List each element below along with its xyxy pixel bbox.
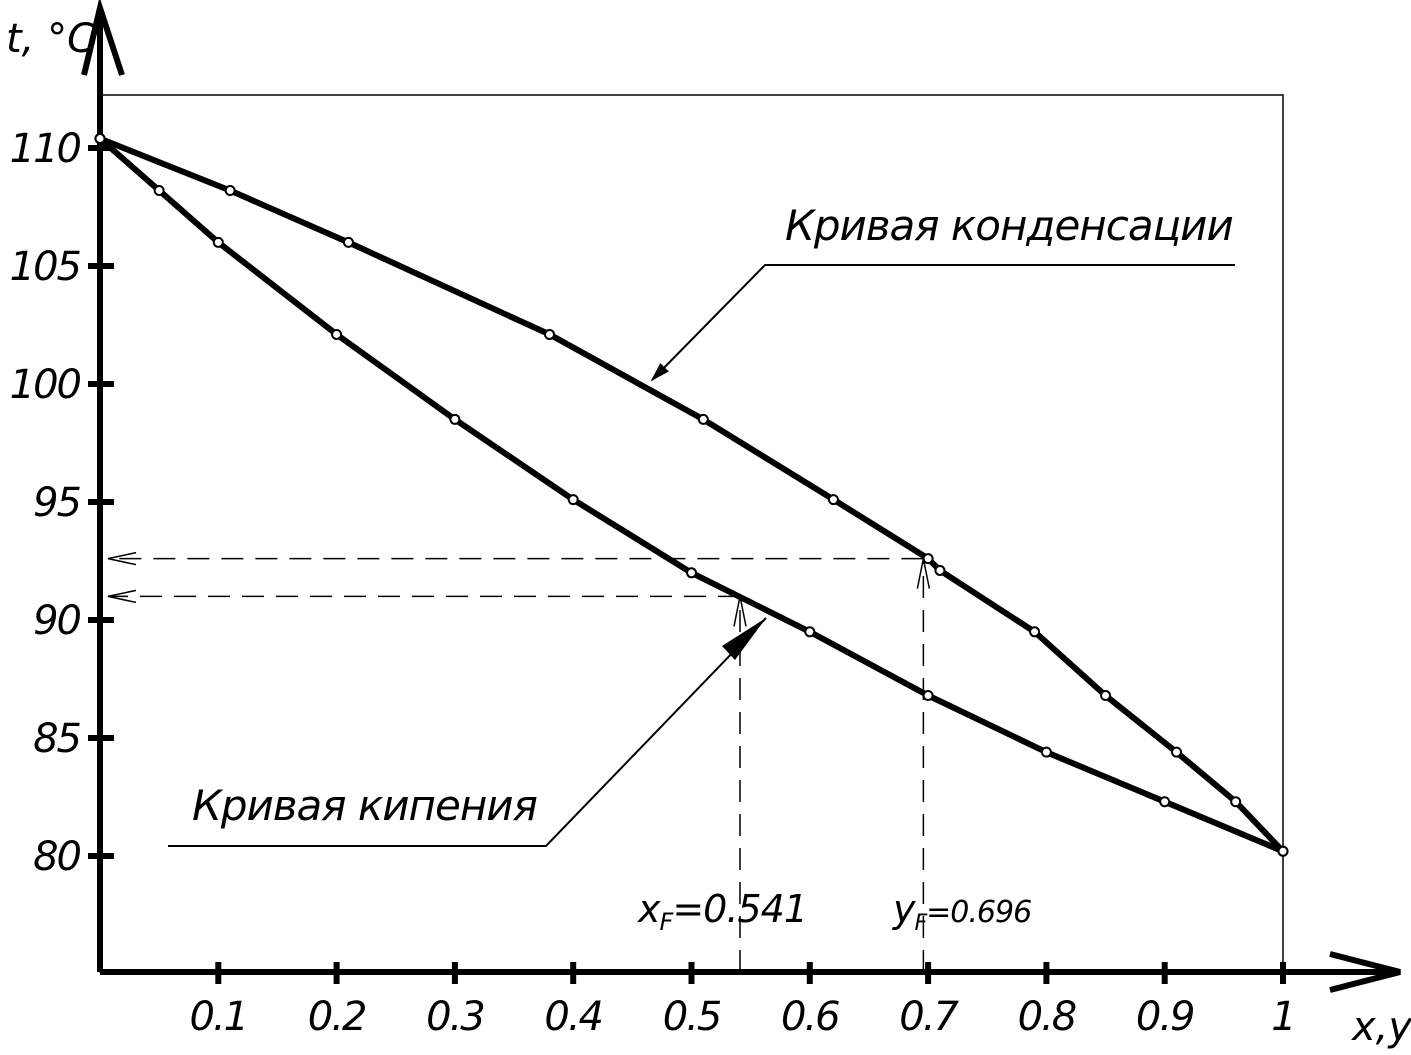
curve-point-marker [331, 328, 343, 340]
x-tick-label: 0.7 [899, 994, 959, 1040]
x-tick-label: 0.4 [544, 994, 602, 1040]
curve-point-marker [686, 567, 697, 579]
y-axis-arrow-icon [81, 0, 125, 76]
curve-point-marker [934, 564, 946, 576]
y-tick-label: 95 [33, 480, 80, 526]
y-tick-label: 105 [10, 244, 81, 290]
y-tick-label: 90 [33, 598, 80, 644]
boiling-curve-label: Кривая кипения [192, 781, 537, 830]
y-tick-label: 100 [10, 362, 81, 408]
x-ticks: 0.1 0.2 0.3 0.4 0.5 0.6 0.7 0.8 0.9 1 [189, 962, 1297, 1040]
y-tick-label: 80 [33, 834, 80, 880]
curve-point-marker [922, 553, 934, 565]
condensation-curve-label: Кривая конденсации [785, 201, 1233, 250]
curve-point-marker [697, 413, 709, 425]
curve-point-marker [804, 626, 816, 638]
curve-point-marker [1159, 796, 1171, 808]
boiling-leader-line [168, 617, 767, 847]
curve-point-marker [342, 236, 354, 248]
curve-point-marker [224, 184, 236, 196]
x-tick-label: 1 [1271, 994, 1294, 1040]
curve-point-marker [1040, 746, 1052, 758]
curve-point-marker [1029, 626, 1041, 638]
x-axis-title: x,y [1350, 1004, 1411, 1050]
x-tick-label: 0.5 [663, 994, 721, 1040]
curve-point-marker [1277, 845, 1289, 857]
x-tick-label: 0.9 [1136, 994, 1194, 1040]
curve-point-marker [449, 413, 461, 425]
x-tick-label: 0.6 [781, 994, 839, 1040]
curve-point-marker [922, 690, 934, 702]
guide-arrow-icon [107, 551, 137, 566]
x-tick-label: 0.1 [189, 994, 247, 1040]
condensation-leader-line [650, 264, 1235, 382]
curve-point-marker [212, 236, 224, 248]
x-tick-label: 0.8 [1018, 994, 1076, 1040]
xf-label: xF=0.541 [637, 887, 807, 936]
x-tick-label: 0.2 [308, 994, 366, 1040]
y-tick-label: 110 [10, 126, 81, 172]
curve-point-marker [94, 133, 106, 145]
y-tick-label: 85 [33, 716, 80, 762]
guide-arrow-icon [107, 589, 137, 604]
y-ticks: 80 85 90 95 100 105 110 [10, 126, 114, 880]
feed-guides [107, 551, 931, 972]
yf-label: yF=0.696 [892, 887, 1031, 936]
boiling-leader-arrow-icon [722, 618, 766, 660]
y-axis-title: t, °C [6, 16, 95, 62]
curve-point-marker [1100, 690, 1112, 702]
curve-point-marker [1230, 796, 1242, 808]
x-tick-label: 0.3 [426, 994, 484, 1040]
curve-point-marker [1171, 746, 1183, 758]
curve-markers [94, 133, 1289, 857]
curve-point-marker [153, 184, 165, 196]
curve-point-marker [544, 328, 556, 340]
curve-point-marker [827, 494, 839, 506]
boiling-curve [98, 136, 1285, 855]
curve-point-marker [567, 494, 579, 506]
x-axis-arrow-icon [1329, 951, 1401, 993]
